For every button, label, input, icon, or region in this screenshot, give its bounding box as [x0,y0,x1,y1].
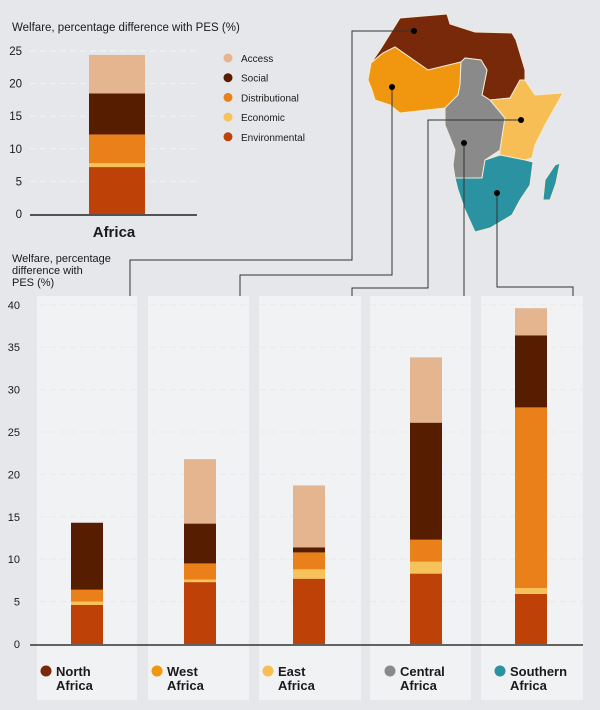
legend-swatch-environmental [223,132,233,142]
legend-label-distributional: Distributional [241,93,299,104]
category-label-southern: Africa [510,678,548,693]
bar-segment-east-social [293,547,325,553]
bar-segment-east-environmental [293,578,325,644]
category-label-central: Africa [400,678,438,693]
legend-dot-central [384,665,396,677]
legend-swatch-distributional [223,92,233,102]
bar-segment-east-access [293,485,325,548]
y-axis-title: PES (%) [12,277,54,289]
map-marker-central [461,140,467,146]
y-tick-label: 10 [9,144,22,156]
category-label-east: Africa [278,678,316,693]
category-label-north: Africa [56,678,94,693]
y-tick-label: 10 [8,554,20,566]
bar-segment-central-distributional [410,539,442,562]
bar-segment-southern-environmental [515,593,547,644]
category-label-central: Central [400,664,445,679]
y-tick-label: 20 [8,469,20,481]
bar-segment-north-economic [71,601,103,605]
legend-label-environmental: Environmental [241,133,305,144]
bar-segment-north-social [71,522,103,590]
y-axis-title: difference with [12,265,83,277]
legend-dot-east [262,665,274,677]
y-tick-label: 5 [16,176,22,188]
y-tick-label: 30 [8,385,20,397]
bar-segment-east-economic [293,569,325,579]
bar-segment-africa-social [89,93,145,135]
bar-segment-north-distributional [71,589,103,602]
map-region-madagascar [542,162,561,201]
bar-segment-africa-distributional [89,134,145,164]
y-tick-label: 20 [9,79,22,91]
category-label-southern: Southern [510,664,567,679]
map-marker-southern [494,190,500,196]
y-tick-label: 25 [9,46,22,58]
map-marker-east [518,117,524,123]
category-label-west: West [167,664,198,679]
bar-segment-southern-access [515,308,547,336]
leader-line-southern [496,193,574,300]
legend-dot-north [40,665,52,677]
legend-swatch-economic [223,112,233,122]
legend-swatch-access [223,53,233,63]
bar-segment-southern-economic [515,588,547,594]
bar-segment-west-access [184,459,216,524]
map-region-southern [454,154,534,233]
legend-label-social: Social [241,74,268,85]
y-tick-label: 35 [8,342,20,354]
map-region-east [489,79,564,161]
legend-label-access: Access [241,54,273,65]
category-label-africa: Africa [93,224,136,241]
y-tick-label: 15 [9,111,22,123]
bar-segment-west-economic [184,579,216,583]
y-tick-label: 5 [14,597,20,609]
legend-label-economic: Economic [241,113,285,124]
y-tick-label: 15 [8,512,20,524]
chart-title: Welfare, percentage difference with PES … [12,22,240,34]
bar-segment-southern-distributional [515,407,547,589]
category-label-east: East [278,664,306,679]
category-label-west: Africa [167,678,205,693]
y-axis-title: Welfare, percentage [12,253,111,265]
y-tick-label: 0 [16,209,22,221]
map-marker-north [411,28,417,34]
bar-segment-africa-environmental [89,167,145,214]
bar-segment-africa-economic [89,163,145,168]
leader-line-east [351,119,521,300]
legend-dot-southern [494,665,506,677]
bar-segment-north-environmental [71,604,103,644]
bar-segment-west-distributional [184,563,216,580]
y-tick-label: 25 [8,427,20,439]
africa-map [367,13,564,233]
bar-segment-west-environmental [184,582,216,644]
y-tick-label: 0 [14,639,20,651]
bar-segment-west-social [184,523,216,564]
leader-line-west [239,87,393,300]
legend-swatch-social [223,73,233,83]
bar-segment-central-access [410,357,442,423]
map-marker-west [389,84,395,90]
y-tick-label: 40 [8,300,20,312]
bar-segment-central-social [410,422,442,540]
bar-segment-southern-social [515,335,547,408]
bar-segment-east-distributional [293,552,325,570]
leader-line-north [129,30,414,300]
bar-segment-africa-access [89,54,145,94]
category-label-north: North [56,664,91,679]
bar-segment-central-economic [410,561,442,574]
bar-segment-central-environmental [410,573,442,644]
legend-dot-west [151,665,163,677]
